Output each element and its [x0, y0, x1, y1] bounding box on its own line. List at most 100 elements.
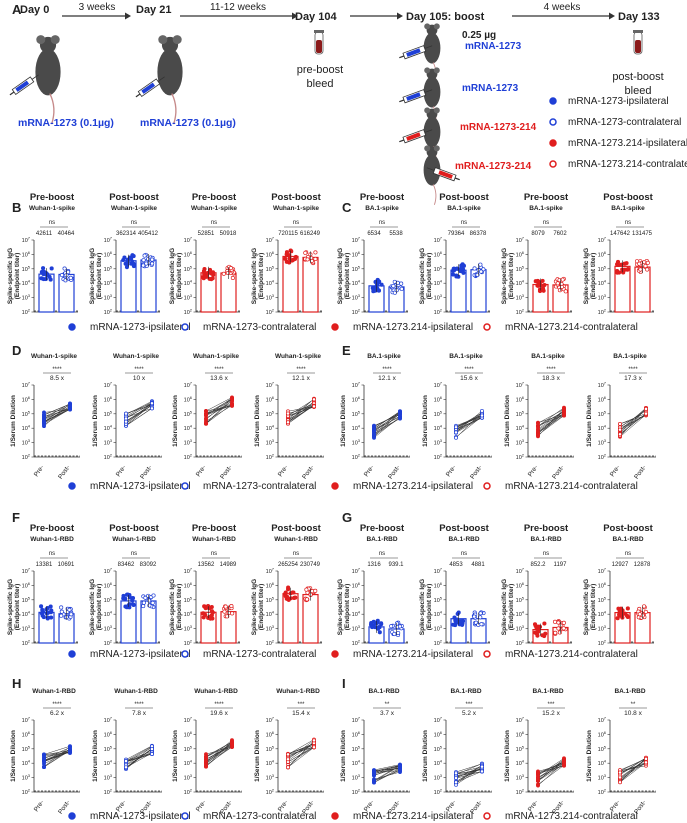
- panel-b-1-ylabel-1: Spike-specific IgG: [7, 248, 14, 304]
- panel-b-1-ytick-label-2: 102: [22, 308, 31, 317]
- panel-c-2-point: [454, 274, 459, 279]
- panel-i-1-ytick-label-3: 103: [352, 773, 361, 782]
- panel-d-4-sig: ****: [296, 367, 306, 373]
- panel-g-1-point: [370, 625, 375, 630]
- panel-f-3-point: [203, 612, 208, 617]
- panel-e-4-ytick-label-2: 102: [598, 453, 607, 462]
- arrow-interval-1-head: [125, 12, 131, 20]
- panel-label-i: I: [342, 676, 346, 691]
- panel-b-2-point: [125, 257, 130, 262]
- panel-c-3-ytick-label-4: 104: [516, 279, 525, 288]
- panel-c-1-point: [377, 279, 382, 284]
- panel-h-2-pre-point: [124, 759, 128, 763]
- panel-c-3-subtitle: BA.1-spike: [529, 205, 563, 212]
- panel-f-1-ytick-label-2: 102: [22, 639, 31, 648]
- dose-label-day21: mRNA-1273 (0.1µg): [140, 117, 236, 129]
- panel-label-c: C: [342, 200, 352, 215]
- mouse-day0-body: [35, 48, 61, 96]
- panel-h-2-ytick-label-3: 103: [104, 773, 113, 782]
- panel-b-1-ytick-label-5: 105: [22, 264, 31, 273]
- panel-c-2-median-label-2: 86378: [470, 231, 487, 237]
- panel-e-2-ytick-label-4: 104: [434, 424, 443, 433]
- panel-i-2-sig: ***: [465, 702, 473, 708]
- panel-b-3-median-label-1: 52851: [198, 231, 215, 237]
- panel-c-3-point: [542, 282, 547, 288]
- panel-c-3-point: [536, 279, 541, 284]
- panel-f-1-ytick-label-6: 106: [22, 581, 31, 590]
- panel-h-1-title: Wuhan-1-RBD: [32, 688, 76, 695]
- panel-e-2-pair-line: [455, 417, 483, 433]
- panel-i-2-pre-point: [454, 771, 458, 776]
- syringe-boost-1-needle: [424, 45, 433, 49]
- panel-g-1-subtitle: BA.1-RBD: [366, 536, 397, 543]
- day-104-label: Day 104: [295, 11, 337, 23]
- panel-f-4-point: [286, 585, 291, 590]
- panel-d-2-pair-line: [125, 402, 153, 414]
- syringe-day21-needle: [157, 76, 165, 82]
- panel-i-2-ytick-label-5: 105: [434, 744, 443, 753]
- panel-c-4-point: [637, 261, 642, 266]
- panel-g-2-point: [478, 615, 483, 620]
- panel-d-1-xtick-post: Post-: [57, 464, 71, 480]
- panel-f-4-ytick-label-2: 102: [266, 639, 275, 648]
- panel-c-3-ytick-label-2: 102: [516, 308, 525, 317]
- syringe-day21: [135, 76, 165, 98]
- post-bleed-label-1: post-boost: [612, 71, 663, 83]
- panel-i-3-pair-line: [537, 758, 565, 776]
- panel-i-1-pair-line: [373, 765, 401, 772]
- panel-i-3-post-point: [562, 760, 566, 765]
- day-0-label: Day 0: [20, 4, 49, 16]
- panel-d-4-pair-line: [287, 399, 315, 417]
- panel-i-2-post-point: [480, 764, 484, 769]
- legend-de-marker-1: [68, 482, 76, 490]
- panel-i-1-ytick-label-6: 106: [352, 730, 361, 739]
- legend-hi-label-1: mRNA-1273-ipsilateral: [90, 811, 191, 822]
- panel-b-2-point: [124, 265, 130, 270]
- panel-h-4-pre-point: [286, 752, 290, 757]
- panel-b-3-point: [230, 275, 235, 280]
- panel-b-3-ytick-label-6: 106: [184, 250, 193, 259]
- panel-h-4-pair-line: [287, 742, 315, 759]
- panel-e-1-post-point: [398, 412, 402, 417]
- panel-e-1-pre-point: [372, 431, 376, 436]
- panel-c-4-ytick-label-5: 105: [598, 264, 607, 273]
- panel-c-4-subtitle: BA.1-spike: [611, 205, 645, 212]
- panel-f-1-point: [40, 607, 45, 612]
- panel-i-4-pair-line: [619, 763, 647, 773]
- mouse-boost-2-ear-left: [424, 67, 431, 74]
- panel-e-1-pair-line: [373, 414, 401, 426]
- panel-f-2-ytick-label-4: 104: [104, 610, 113, 619]
- day-133-label: Day 133: [618, 11, 660, 23]
- panel-f-1-ylabel-2: (Endpoint titer): [14, 584, 21, 631]
- panel-b-1-point: [45, 273, 50, 278]
- panel-i-3-title: BA.1-RBD: [532, 688, 563, 695]
- mouse-boost-3-ear-left: [424, 107, 431, 114]
- panel-c-2-point: [451, 266, 456, 271]
- panel-d-3-sig: ****: [214, 367, 224, 373]
- legend-de-label-2: mRNA-1273-contralateral: [203, 481, 316, 492]
- panel-d-4-xtick-post: Post-: [301, 464, 315, 480]
- panel-d-2-post-point: [150, 401, 154, 406]
- panel-i-2-ytick-label-3: 103: [434, 773, 443, 782]
- panel-f-4-point: [283, 590, 288, 595]
- panel-f-1-point: [48, 604, 53, 609]
- panel-c-2-point: [472, 266, 477, 271]
- legend-a-marker-1: [549, 97, 557, 105]
- panel-f-2-ytick-label-5: 105: [104, 595, 113, 604]
- panel-f-2-point: [150, 600, 155, 605]
- legend-bc-label-3: mRNA-1273.214-ipsilateral: [353, 322, 473, 333]
- panel-d-1-pair-line: [43, 403, 71, 415]
- panel-i-4-post-point: [644, 756, 648, 761]
- panel-i-4-ytick-label-7: 107: [598, 716, 607, 725]
- panel-c-3-median-label-1: 8079: [531, 231, 545, 237]
- panel-g-4-point: [642, 604, 647, 609]
- panel-c-2-ytick-label-7: 107: [434, 236, 443, 245]
- panel-f-3-point: [229, 603, 234, 609]
- panel-f-4-sig: ns: [293, 551, 299, 557]
- panel-b-1-point: [41, 266, 46, 271]
- legend-hi-marker-3: [331, 812, 339, 820]
- panel-d-2-pre-point: [124, 416, 128, 421]
- panel-f-2-ylabel-2: (Endpoint titer): [96, 584, 103, 631]
- syringe-day0-needle: [31, 74, 39, 80]
